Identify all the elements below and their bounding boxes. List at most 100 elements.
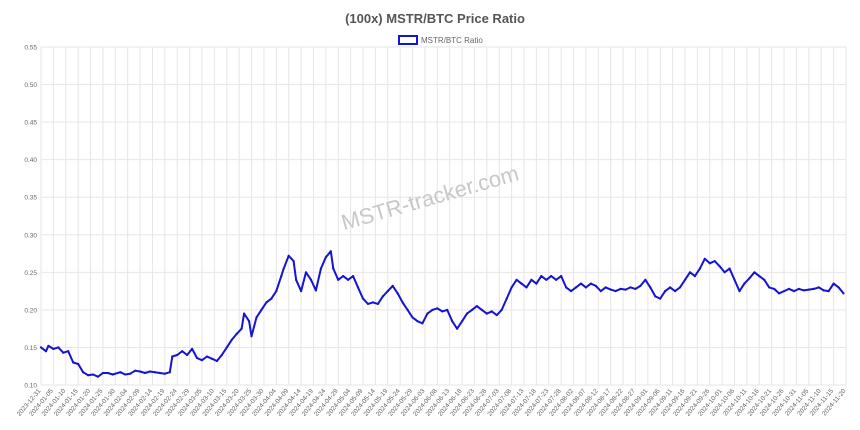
data-point[interactable] (594, 284, 597, 287)
data-point[interactable] (101, 371, 104, 375)
data-point[interactable] (240, 327, 243, 330)
data-point[interactable] (807, 288, 810, 291)
data-point[interactable] (525, 286, 528, 289)
data-point[interactable] (748, 277, 751, 280)
data-point[interactable] (480, 308, 483, 311)
data-point[interactable] (743, 282, 746, 285)
data-point[interactable] (124, 373, 127, 376)
data-point[interactable] (436, 307, 439, 310)
data-point[interactable] (287, 254, 290, 257)
data-point[interactable] (356, 286, 360, 289)
data-point[interactable] (465, 312, 469, 315)
data-point[interactable] (280, 275, 283, 278)
data-point[interactable] (171, 355, 174, 358)
data-point[interactable] (624, 288, 627, 291)
data-point[interactable] (812, 287, 815, 290)
data-point[interactable] (176, 353, 179, 357)
data-point[interactable] (426, 312, 429, 315)
data-point[interactable] (822, 289, 825, 292)
data-point[interactable] (674, 290, 677, 293)
data-point[interactable] (505, 297, 508, 300)
data-point[interactable] (292, 260, 295, 263)
data-point[interactable] (550, 275, 553, 278)
data-point[interactable] (39, 346, 43, 349)
data-point[interactable] (230, 338, 233, 341)
data-point[interactable] (817, 286, 820, 289)
data-point[interactable] (490, 310, 493, 313)
data-point[interactable] (411, 316, 414, 319)
data-point[interactable] (584, 286, 588, 289)
data-point[interactable] (416, 320, 419, 323)
data-point[interactable] (535, 282, 538, 285)
data-point[interactable] (210, 357, 213, 360)
data-point[interactable] (248, 320, 251, 323)
data-point[interactable] (510, 286, 513, 289)
data-point[interactable] (669, 286, 672, 289)
data-point[interactable] (168, 371, 171, 374)
data-point[interactable] (778, 292, 781, 295)
data-point[interactable] (688, 271, 692, 274)
data-point[interactable] (659, 297, 662, 300)
data-point[interactable] (91, 373, 95, 376)
data-point[interactable] (396, 292, 399, 295)
data-point[interactable] (153, 371, 156, 374)
data-point[interactable] (52, 347, 55, 350)
data-point[interactable] (181, 350, 184, 353)
data-point[interactable] (792, 290, 796, 293)
data-point[interactable] (783, 290, 786, 293)
data-point[interactable] (47, 344, 50, 347)
data-point[interactable] (243, 312, 246, 315)
data-point[interactable] (609, 288, 612, 291)
data-point[interactable] (366, 302, 370, 305)
data-point[interactable] (560, 275, 563, 278)
data-point[interactable] (738, 290, 741, 293)
data-point[interactable] (470, 308, 474, 311)
data-point[interactable] (574, 286, 578, 289)
data-point[interactable] (604, 286, 607, 289)
data-point[interactable] (713, 260, 716, 263)
data-point[interactable] (158, 371, 161, 375)
data-point[interactable] (768, 286, 771, 289)
data-point[interactable] (570, 290, 573, 293)
data-point[interactable] (634, 287, 637, 290)
data-point[interactable] (82, 371, 85, 374)
data-point[interactable] (728, 267, 731, 270)
data-point[interactable] (842, 292, 845, 295)
data-point[interactable] (134, 369, 137, 372)
data-point[interactable] (386, 290, 389, 293)
data-point[interactable] (787, 287, 791, 290)
data-point[interactable] (837, 286, 840, 289)
data-point[interactable] (579, 282, 583, 285)
data-point[interactable] (300, 290, 303, 293)
data-point[interactable] (314, 289, 317, 292)
data-point[interactable] (111, 373, 114, 376)
data-point[interactable] (225, 346, 228, 349)
data-point[interactable] (763, 278, 766, 281)
data-point[interactable] (475, 305, 478, 308)
data-point[interactable] (304, 271, 308, 274)
data-point[interactable] (421, 322, 424, 325)
data-point[interactable] (530, 278, 533, 281)
data-point[interactable] (495, 314, 498, 317)
data-point[interactable] (235, 332, 238, 335)
data-point[interactable] (337, 278, 340, 281)
data-point[interactable] (540, 275, 543, 278)
data-point[interactable] (106, 371, 109, 375)
data-point[interactable] (703, 257, 706, 260)
data-point[interactable] (441, 310, 444, 313)
data-point[interactable] (139, 370, 142, 373)
data-point[interactable] (456, 327, 459, 330)
data-point[interactable] (802, 289, 806, 292)
data-point[interactable] (723, 271, 726, 274)
data-point[interactable] (649, 286, 652, 289)
data-point[interactable] (129, 372, 132, 375)
data-point[interactable] (500, 308, 503, 311)
data-point[interactable] (639, 284, 642, 287)
data-point[interactable] (332, 267, 335, 270)
data-point[interactable] (347, 278, 350, 281)
data-point[interactable] (361, 297, 365, 300)
data-point[interactable] (319, 267, 322, 270)
data-point[interactable] (329, 250, 332, 253)
data-point[interactable] (708, 262, 711, 265)
data-point[interactable] (545, 278, 548, 281)
